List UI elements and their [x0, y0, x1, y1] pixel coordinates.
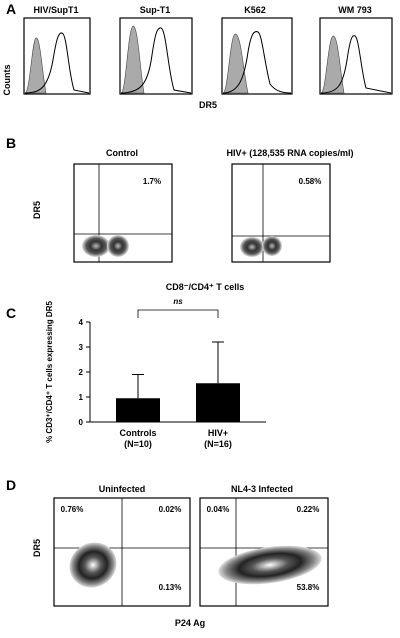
dotplot-title: NL4-3 Infected: [231, 484, 293, 494]
isotype-histogram: [24, 37, 47, 94]
dotplot-title: Control: [106, 148, 138, 158]
dr5-histogram: [222, 31, 292, 94]
panel-c: C % CD3⁺/CD4⁺ T cells expressing DR5 ns …: [6, 297, 266, 449]
x-category-label: HIV+: [208, 428, 228, 438]
dotplot-frame: [73, 163, 173, 263]
panel-a: A Counts HIV/SupT1 Sup-T1 K562 WM 793: [2, 1, 393, 110]
x-category-label: (N=16): [204, 439, 232, 449]
histogram-frame: [119, 17, 193, 95]
dotplot-nl43-infected: NL4-3 Infected 0.04% 0.22% 53.8%: [199, 484, 329, 607]
quadrant-lr-percent: 53.8%: [297, 583, 320, 592]
panel-c-ylabel: % CD3⁺/CD4⁺ T cells expressing DR5: [45, 301, 54, 443]
quadrant-ur-percent: 0.02%: [159, 505, 182, 514]
dotplot-control: Control 1.7%: [73, 148, 173, 263]
histogram-title: WM 793: [338, 5, 372, 15]
x-category-label: (N=10): [124, 439, 152, 449]
panel-d-ylabel: DR5: [32, 539, 42, 557]
histogram-frame: [221, 17, 293, 95]
panel-a-ylabel: Counts: [2, 65, 12, 96]
panel-a-letter: A: [6, 1, 16, 17]
dr5-histogram: [120, 27, 192, 94]
panel-b-ylabel: DR5: [32, 201, 42, 219]
panel-d: D DR5 Uninfected 0.76% 0.02% 0.13% NL4-3…: [6, 477, 329, 628]
panel-d-xlabel: P24 Ag: [175, 618, 205, 628]
bar-chart: ns 0 1 2 3 4 Controls(N=10) HIV+(N=16): [79, 297, 266, 449]
significance-label: ns: [173, 297, 183, 306]
y-tick-label: 4: [79, 318, 84, 327]
histogram-wm793: WM 793: [319, 5, 393, 95]
quadrant-ul-percent: 0.76%: [61, 505, 84, 514]
x-category-label: Controls: [120, 428, 157, 438]
dotplot-frame: [231, 163, 331, 263]
cell-population: [82, 235, 110, 257]
quadrant-ur-percent: 0.22%: [297, 505, 320, 514]
panel-b: B DR5 Control 1.7% HIV+ (128,535 RNA cop…: [6, 135, 353, 292]
y-tick-label: 2: [79, 368, 84, 377]
panel-b-xlabel: CD8⁻/CD4⁺ T cells: [166, 282, 245, 292]
quadrant-ul-percent: 0.04%: [207, 505, 230, 514]
histogram-title: Sup-T1: [140, 5, 171, 15]
histogram-title: K562: [244, 5, 266, 15]
panel-d-letter: D: [6, 477, 16, 493]
quadrant-percent: 0.58%: [299, 177, 322, 186]
histogram-hiv-supt1: HIV/SupT1: [23, 5, 91, 95]
bar: [116, 398, 160, 422]
y-tick-label: 0: [79, 418, 84, 427]
panel-a-xlabel: DR5: [199, 100, 217, 110]
quadrant-lr-percent: 0.13%: [159, 583, 182, 592]
bar: [196, 383, 240, 422]
cell-population: [262, 236, 282, 256]
dotplot-title: Uninfected: [99, 484, 146, 494]
histogram-k562: K562: [221, 5, 293, 95]
cell-population: [240, 237, 264, 257]
dotplot-uninfected: Uninfected 0.76% 0.02% 0.13%: [53, 484, 191, 607]
dr5-histogram: [24, 32, 90, 94]
isotype-histogram: [222, 33, 249, 94]
dr5-histogram: [320, 35, 392, 94]
histogram-frame: [319, 17, 393, 95]
isotype-histogram: [120, 25, 145, 94]
histogram-title: HIV/SupT1: [33, 5, 78, 15]
panel-b-letter: B: [6, 135, 16, 151]
y-tick-label: 3: [79, 343, 84, 352]
isotype-histogram: [320, 35, 345, 94]
cell-population: [69, 542, 117, 588]
quadrant-percent: 1.7%: [143, 177, 161, 186]
histogram-frame: [23, 17, 91, 95]
histogram-sup-t1: Sup-T1: [119, 5, 193, 95]
dotplot-frame: [199, 497, 329, 607]
cell-population: [107, 235, 129, 257]
cell-population: [218, 545, 322, 585]
y-tick-label: 1: [79, 393, 84, 402]
dotplot-title: HIV+ (128,535 RNA copies/ml): [227, 148, 354, 158]
panel-c-letter: C: [6, 305, 16, 321]
dotplot-hiv: HIV+ (128,535 RNA copies/ml) 0.58%: [227, 148, 354, 263]
significance-bracket: [137, 309, 219, 318]
